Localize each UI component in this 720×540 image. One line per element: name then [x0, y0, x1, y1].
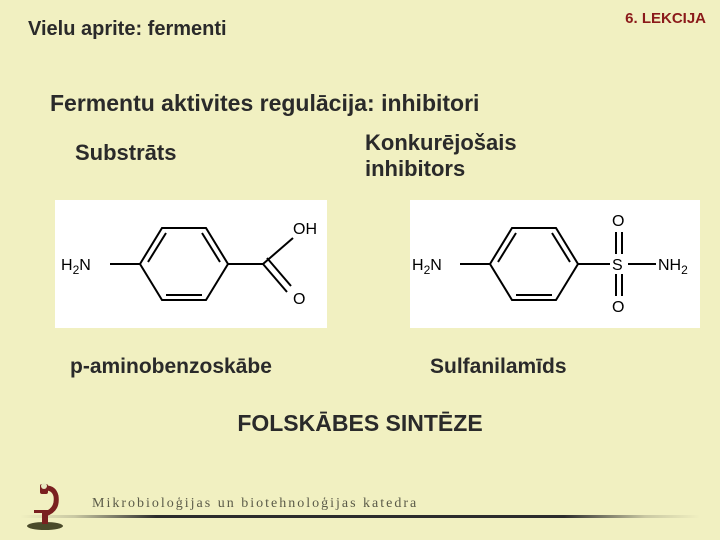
- chem-structure-left: H2N OH O: [55, 200, 327, 328]
- header-right: 6. LEKCIJA: [625, 10, 706, 27]
- chem-structure-right: H2N S O O NH2: [410, 200, 700, 328]
- label-oh: OH: [293, 221, 317, 238]
- bottom-title: FOLSKĀBES SINTĒZE: [0, 410, 720, 437]
- column-heading-left: Substrāts: [75, 140, 176, 166]
- label-o-top: O: [612, 213, 624, 230]
- label-nh2: H2N: [61, 257, 91, 277]
- label-s: S: [612, 257, 623, 274]
- header-left: Vielu aprite: fermenti: [28, 18, 227, 41]
- label-o: O: [293, 291, 305, 308]
- footer-divider: [20, 515, 700, 518]
- label-nh2-right: NH2: [658, 257, 688, 277]
- footer-text: Mikrobioloģijas un biotehnoloģijas kated…: [92, 496, 418, 512]
- caption-right: Sulfanilamīds: [430, 355, 567, 379]
- footer: Mikrobioloģijas un biotehnoloģijas kated…: [0, 484, 720, 540]
- label-o-bot: O: [612, 299, 624, 316]
- microscope-icon: [24, 482, 66, 530]
- column-heading-right: Konkurējošaisinhibitors: [365, 130, 517, 183]
- caption-left: p-aminobenzoskābe: [70, 355, 272, 379]
- page-title: Fermentu aktivites regulācija: inhibitor…: [50, 90, 479, 117]
- label-nh2-left: H2N: [412, 257, 442, 277]
